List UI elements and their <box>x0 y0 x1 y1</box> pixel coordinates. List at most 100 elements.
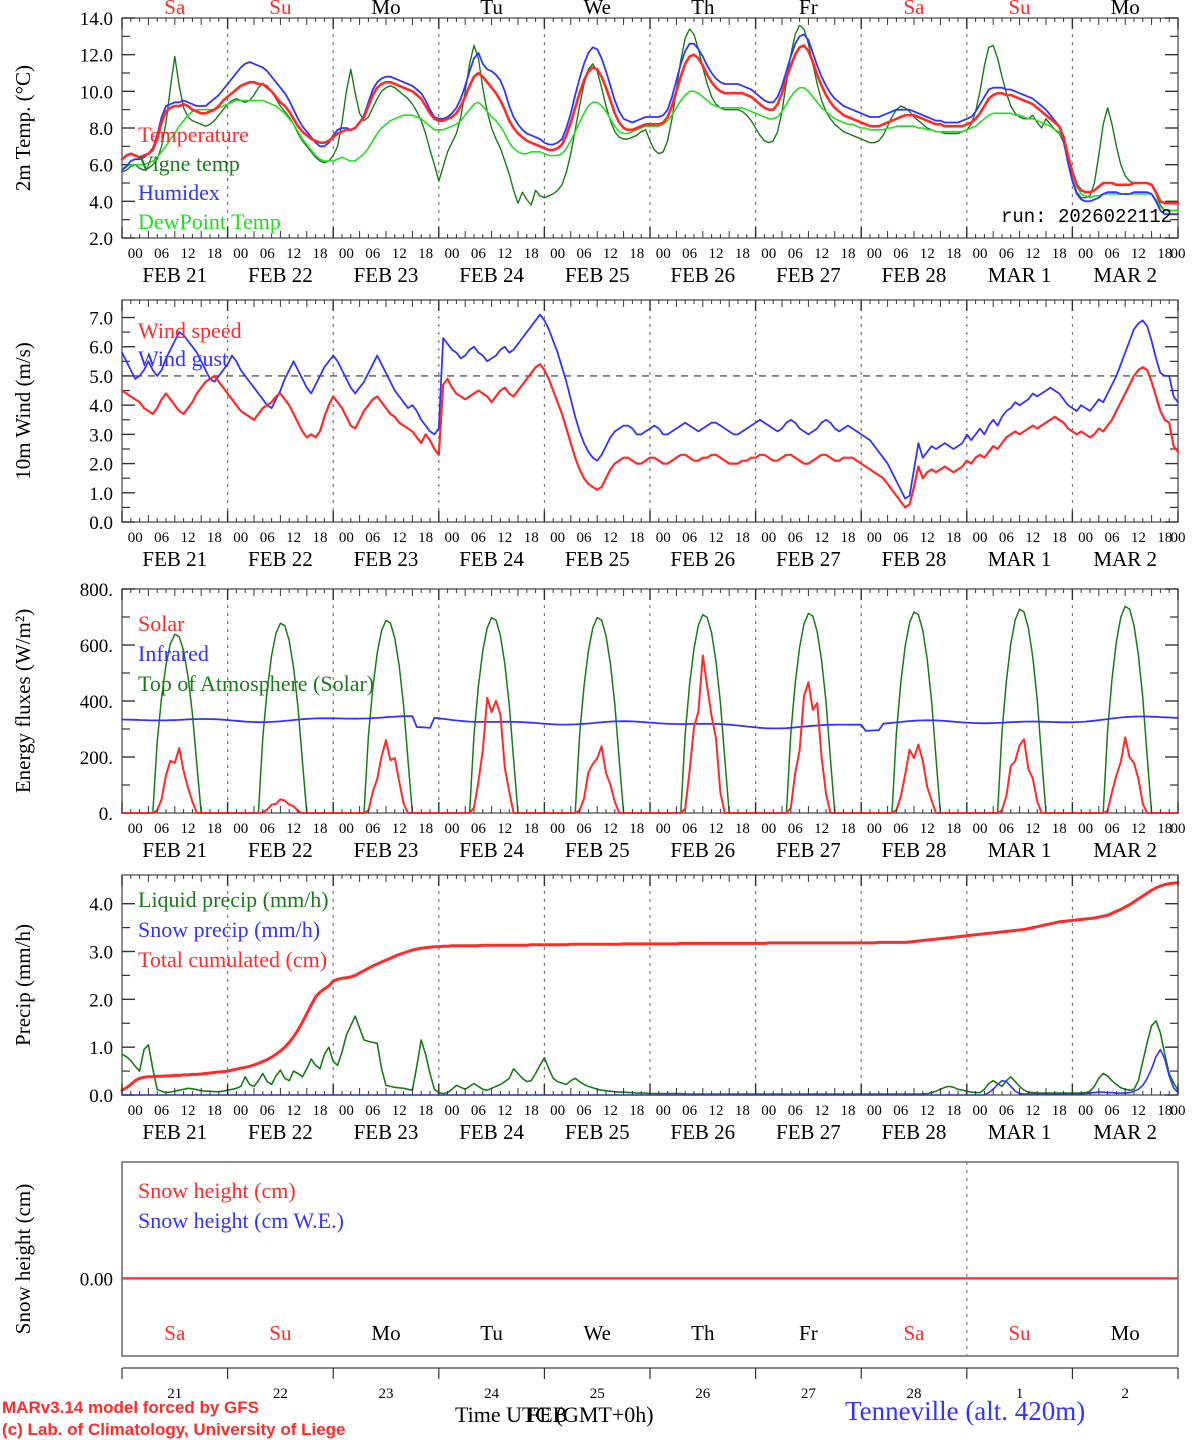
svg-text:18: 18 <box>313 1103 328 1119</box>
svg-text:14.0: 14.0 <box>80 9 113 30</box>
svg-text:FEB 24: FEB 24 <box>459 1120 524 1144</box>
svg-text:00: 00 <box>761 821 776 837</box>
svg-text:6.0: 6.0 <box>89 156 113 177</box>
svg-text:06: 06 <box>682 246 698 262</box>
svg-text:25: 25 <box>590 1386 605 1402</box>
svg-text:18: 18 <box>629 1103 644 1119</box>
svg-text:00: 00 <box>1078 530 1093 546</box>
svg-text:00: 00 <box>128 821 143 837</box>
svg-text:18: 18 <box>313 246 328 262</box>
svg-text:12: 12 <box>1131 1103 1146 1119</box>
svg-text:FEB 25: FEB 25 <box>565 547 630 571</box>
svg-text:06: 06 <box>577 1103 593 1119</box>
svg-text:0.: 0. <box>99 804 113 825</box>
svg-text:Liquid precip (mm/h): Liquid precip (mm/h) <box>138 887 329 912</box>
svg-text:MAR 2: MAR 2 <box>1093 547 1157 571</box>
svg-text:7.0: 7.0 <box>89 309 113 330</box>
svg-text:06: 06 <box>893 821 909 837</box>
svg-text:FEB 21: FEB 21 <box>142 547 207 571</box>
svg-text:12: 12 <box>286 1103 301 1119</box>
svg-text:600.: 600. <box>80 636 113 657</box>
svg-text:06: 06 <box>260 1103 276 1119</box>
svg-text:Wind gust: Wind gust <box>138 346 228 371</box>
svg-text:FEB 26: FEB 26 <box>670 263 735 287</box>
svg-text:18: 18 <box>313 821 328 837</box>
svg-text:12: 12 <box>603 821 618 837</box>
svg-text:FEB 24: FEB 24 <box>459 263 524 287</box>
precip-chart: 0.0 1.0 2.0 3.0 4.0 Precip (mm/h) Liquid preci… <box>11 874 1186 1144</box>
svg-text:18: 18 <box>1157 821 1172 837</box>
svg-text:00: 00 <box>973 530 988 546</box>
svg-text:18: 18 <box>735 246 750 262</box>
svg-text:12: 12 <box>920 246 935 262</box>
svg-text:FEB 28: FEB 28 <box>882 547 947 571</box>
svg-text:Snow precip (mm/h): Snow precip (mm/h) <box>138 917 320 942</box>
wind-chart: 0.0 1.0 2.0 3.0 4.0 5.0 6.0 7.0 10m Wind (m/s) Wi… <box>11 299 1186 571</box>
svg-text:06: 06 <box>365 246 381 262</box>
svg-text:We: We <box>583 1321 610 1345</box>
svg-text:06: 06 <box>577 530 593 546</box>
svg-text:Su: Su <box>269 1321 292 1345</box>
svg-text:0.00: 0.00 <box>80 1269 113 1290</box>
svg-text:06: 06 <box>893 1103 909 1119</box>
svg-text:FEB 27: FEB 27 <box>776 547 841 571</box>
svg-text:06: 06 <box>154 821 170 837</box>
svg-text:MAR 2: MAR 2 <box>1093 263 1157 287</box>
svg-text:1.0: 1.0 <box>89 484 113 505</box>
svg-text:00: 00 <box>233 530 248 546</box>
svg-text:Th: Th <box>691 1321 715 1345</box>
svg-text:06: 06 <box>260 530 276 546</box>
svg-text:Su: Su <box>269 0 292 19</box>
svg-text:Total cumulated (cm): Total cumulated (cm) <box>138 947 327 972</box>
svg-text:12.0: 12.0 <box>80 46 113 67</box>
svg-text:00: 00 <box>1078 1103 1093 1119</box>
svg-text:12: 12 <box>1025 530 1040 546</box>
svg-text:Su: Su <box>1009 0 1032 19</box>
svg-text:12: 12 <box>603 246 618 262</box>
svg-text:00: 00 <box>867 1103 882 1119</box>
svg-text:FEB 23: FEB 23 <box>354 263 419 287</box>
svg-text:12: 12 <box>1025 246 1040 262</box>
svg-text:00: 00 <box>445 1103 460 1119</box>
svg-text:06: 06 <box>154 1103 170 1119</box>
time-axis-label-overlap: FEB <box>527 1402 568 1427</box>
bottom-axis-svg: 21 22 23 24 25 26 27 28 1 2 <box>121 1367 1179 1402</box>
svg-text:26: 26 <box>695 1386 711 1402</box>
svg-text:MAR 2: MAR 2 <box>1093 838 1157 862</box>
svg-text:FEB 23: FEB 23 <box>354 1120 419 1144</box>
svg-text:run: 2026022112: run: 2026022112 <box>1001 206 1172 228</box>
svg-text:00: 00 <box>973 821 988 837</box>
svg-text:200.: 200. <box>80 748 113 769</box>
svg-text:12: 12 <box>814 246 829 262</box>
svg-text:00: 00 <box>339 1103 354 1119</box>
svg-text:06: 06 <box>788 821 804 837</box>
svg-text:18: 18 <box>207 246 222 262</box>
svg-text:12: 12 <box>1131 821 1146 837</box>
svg-text:18: 18 <box>1052 530 1067 546</box>
svg-text:12: 12 <box>392 821 407 837</box>
svg-text:28: 28 <box>907 1386 922 1402</box>
svg-text:12: 12 <box>709 530 724 546</box>
svg-text:DewPoint Temp: DewPoint Temp <box>138 209 281 234</box>
svg-text:06: 06 <box>577 821 593 837</box>
svg-text:12: 12 <box>286 530 301 546</box>
svg-text:27: 27 <box>801 1386 817 1402</box>
panel-temperature: 2.0 4.0 6.0 8.0 10.0 12.0 14.0 2m Temp. (°C) Tem… <box>0 0 1194 290</box>
svg-text:12: 12 <box>497 530 512 546</box>
svg-text:FEB 22: FEB 22 <box>248 547 313 571</box>
svg-text:6.0: 6.0 <box>89 338 113 359</box>
svg-text:00: 00 <box>550 530 565 546</box>
svg-text:12: 12 <box>920 821 935 837</box>
svg-text:MAR 1: MAR 1 <box>988 838 1052 862</box>
svg-text:00: 00 <box>761 246 776 262</box>
svg-text:FEB 26: FEB 26 <box>670 838 735 862</box>
svg-text:FEB 22: FEB 22 <box>248 1120 313 1144</box>
svg-text:18: 18 <box>524 246 539 262</box>
svg-text:Temperature: Temperature <box>138 122 249 147</box>
svg-text:00: 00 <box>128 246 143 262</box>
svg-text:18: 18 <box>524 530 539 546</box>
svg-text:400.: 400. <box>80 692 113 713</box>
svg-text:0.0: 0.0 <box>89 513 113 534</box>
svg-text:00: 00 <box>233 246 248 262</box>
svg-text:Snow height (cm W.E.): Snow height (cm W.E.) <box>138 1208 344 1233</box>
